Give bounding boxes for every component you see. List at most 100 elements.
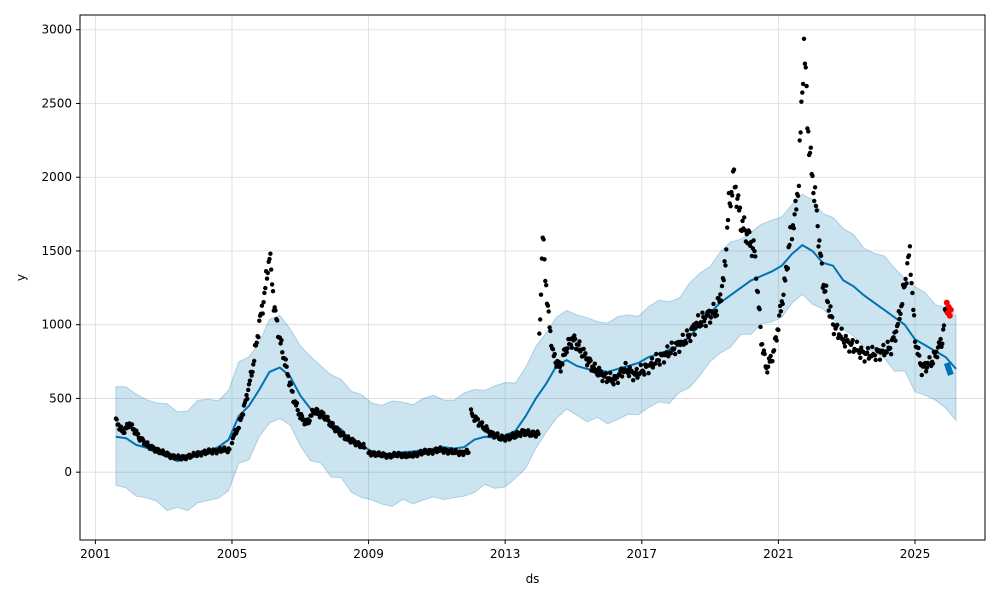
observed-point (583, 351, 588, 356)
y-tick-label: 500 (49, 391, 72, 405)
y-tick-label: 1500 (41, 244, 72, 258)
observed-point (850, 337, 855, 343)
observed-point (762, 351, 767, 357)
observed-point (895, 321, 901, 327)
observed-point (753, 254, 758, 259)
observed-point (466, 450, 471, 455)
x-tick-label: 2013 (490, 547, 521, 561)
x-tick-label: 2021 (763, 547, 794, 561)
observed-point (550, 347, 556, 352)
observed-point (615, 380, 621, 386)
observed-point (634, 366, 639, 372)
observed-point (229, 440, 235, 446)
observed-point (885, 339, 890, 344)
observed-point (546, 309, 551, 314)
observed-point (284, 364, 289, 369)
observed-point (751, 238, 756, 243)
observed-point (909, 280, 914, 286)
observed-point (912, 339, 918, 344)
observed-point (816, 244, 821, 249)
observed-point (828, 304, 833, 309)
observed-point (657, 362, 662, 367)
observed-point (703, 323, 708, 329)
observed-point (757, 307, 762, 312)
observed-point (330, 421, 335, 426)
observed-point (791, 226, 796, 231)
x-axis-ticks: 2001 2005 2009 2013 2017 2021 2025 (80, 540, 930, 561)
recent-points-layer (943, 299, 954, 319)
observed-point (806, 129, 811, 134)
observed-point (722, 259, 727, 264)
observed-point (830, 315, 835, 320)
observed-point (891, 335, 896, 340)
observed-point (818, 253, 824, 258)
observed-point (236, 425, 241, 431)
observed-point (813, 203, 819, 209)
observed-point (843, 333, 848, 339)
observed-point (731, 167, 737, 172)
x-tick-label: 2025 (900, 547, 931, 561)
observed-point (797, 138, 802, 143)
observed-point (927, 355, 932, 360)
observed-point (688, 338, 693, 344)
y-tick-label: 2500 (41, 96, 72, 110)
observed-point (626, 373, 632, 379)
observed-point (536, 431, 541, 437)
observed-point (692, 332, 697, 337)
uncertainty-band-layer (115, 193, 957, 512)
observed-point (718, 292, 723, 297)
observed-point (608, 370, 613, 376)
observed-point (894, 329, 899, 334)
observed-point (544, 283, 549, 288)
observed-point (468, 407, 474, 412)
observed-point (733, 184, 738, 189)
observed-point (881, 342, 886, 348)
y-axis-ticks: 0 500 1000 1500 2000 2500 3000 (41, 23, 80, 479)
observed-point (249, 373, 254, 378)
observed-point (785, 266, 790, 271)
observed-point (573, 336, 578, 342)
observed-point (558, 369, 563, 374)
observed-point (916, 345, 921, 351)
observed-point (815, 224, 820, 229)
observed-point (781, 292, 786, 297)
observed-point (321, 411, 326, 416)
observed-point (145, 440, 150, 445)
observed-point (672, 351, 678, 357)
uncertainty-band (115, 193, 957, 512)
observed-point (227, 447, 232, 452)
observed-point (656, 358, 662, 363)
observed-point (711, 301, 716, 307)
observed-point (749, 253, 755, 259)
observed-point (903, 276, 908, 282)
observed-point (941, 327, 946, 332)
observed-point (114, 417, 119, 422)
observed-point (736, 193, 741, 198)
recent-point (946, 312, 953, 319)
observed-point (129, 422, 135, 427)
observed-point (923, 369, 929, 374)
observed-point (730, 193, 735, 198)
observed-point (789, 237, 795, 242)
observed-point (778, 309, 784, 314)
observed-point (740, 218, 745, 224)
observed-point (268, 251, 273, 256)
observed-point (941, 323, 947, 328)
x-tick-label: 2017 (627, 547, 658, 561)
y-axis-label: y (14, 274, 28, 281)
observed-point (552, 351, 557, 357)
observed-point (665, 344, 670, 349)
observed-point (800, 90, 805, 95)
observed-point (642, 372, 647, 377)
observed-point (865, 350, 870, 355)
y-tick-label: 3000 (41, 23, 72, 37)
observed-point (677, 349, 682, 354)
observed-point (811, 190, 816, 196)
observed-point (765, 364, 771, 369)
observed-point (619, 374, 625, 379)
observed-point (898, 311, 903, 316)
observed-point (884, 350, 889, 355)
observed-point (793, 198, 798, 204)
observed-point (672, 346, 677, 352)
observed-point (265, 270, 270, 276)
